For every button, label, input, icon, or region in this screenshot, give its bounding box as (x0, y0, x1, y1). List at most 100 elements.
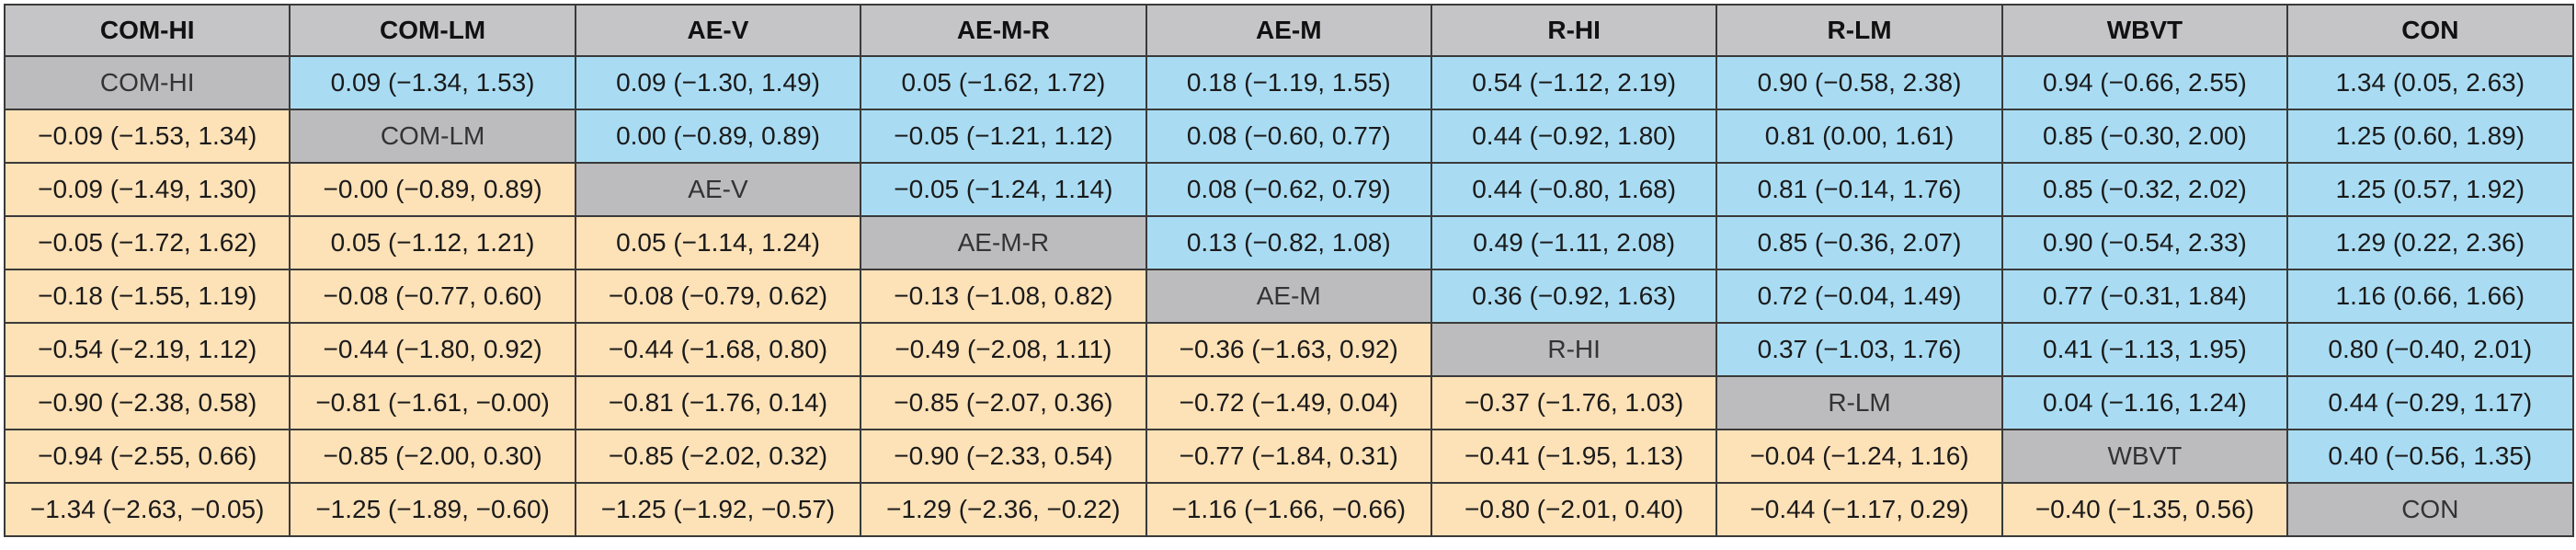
comparison-cell-upper: 0.77 (−0.31, 1.84) (2000, 269, 2289, 324)
column-header: R-HI (1430, 4, 1718, 57)
comparison-cell-lower: −0.41 (−1.95, 1.13) (1430, 429, 1718, 484)
header-row: COM-HI COM-LM AE-V AE-M-R AE-M R-HI R-LM WBVT CO… (3, 4, 2574, 57)
comparison-cell-lower: −0.09 (−1.53, 1.34) (3, 109, 291, 164)
column-header: AE-M-R (860, 4, 1147, 57)
diagonal-label-cell: AE-V (574, 162, 862, 217)
comparison-cell-lower: −0.40 (−1.35, 0.56) (2000, 482, 2289, 537)
comparison-cell-upper: 0.81 (−0.14, 1.76) (1715, 162, 2003, 217)
comparison-cell-upper: 0.85 (−0.36, 2.07) (1715, 215, 2003, 270)
comparison-cell-upper: 0.90 (−0.54, 2.33) (2000, 215, 2289, 270)
table-row: −0.18 (−1.55, 1.19) −0.08 (−0.77, 0.60) −0… (3, 269, 2574, 324)
comparison-cell-upper: 0.08 (−0.62, 0.79) (1145, 162, 1432, 217)
comparison-cell-upper: 1.34 (0.05, 2.63) (2286, 55, 2574, 110)
table-row: −0.05 (−1.72, 1.62) 0.05 (−1.12, 1.21) 0.0… (3, 215, 2574, 270)
league-table: COM-HI COM-LM AE-V AE-M-R AE-M R-HI R-LM WBVT CO… (3, 4, 2574, 537)
comparison-cell-lower: −1.34 (−2.63, −0.05) (3, 482, 291, 537)
comparison-cell-lower: −0.05 (−1.72, 1.62) (3, 215, 291, 270)
comparison-cell-lower: −0.81 (−1.61, −0.00) (289, 375, 576, 430)
comparison-cell-lower: −0.44 (−1.17, 0.29) (1715, 482, 2003, 537)
comparison-cell-lower: −0.44 (−1.80, 0.92) (289, 322, 576, 377)
comparison-cell-lower: −0.77 (−1.84, 0.31) (1145, 429, 1432, 484)
diagonal-label-cell: R-LM (1715, 375, 2003, 430)
comparison-cell-lower: −0.09 (−1.49, 1.30) (3, 162, 291, 217)
comparison-cell-upper: 1.16 (0.66, 1.66) (2286, 269, 2574, 324)
comparison-cell-upper: 0.44 (−0.80, 1.68) (1430, 162, 1718, 217)
comparison-cell-upper: −0.05 (−1.24, 1.14) (860, 162, 1147, 217)
comparison-cell-upper: 0.37 (−1.03, 1.76) (1715, 322, 2003, 377)
comparison-cell-upper: 0.81 (0.00, 1.61) (1715, 109, 2003, 164)
comparison-cell-lower: −0.54 (−2.19, 1.12) (3, 322, 291, 377)
comparison-cell-upper: 0.80 (−0.40, 2.01) (2286, 322, 2574, 377)
comparison-cell-lower: −0.90 (−2.33, 0.54) (860, 429, 1147, 484)
comparison-cell-lower: −0.13 (−1.08, 0.82) (860, 269, 1147, 324)
column-header: COM-HI (3, 4, 291, 57)
comparison-cell-upper: 0.13 (−0.82, 1.08) (1145, 215, 1432, 270)
comparison-cell-upper: 0.09 (−1.34, 1.53) (289, 55, 576, 110)
comparison-cell-lower: −0.49 (−2.08, 1.11) (860, 322, 1147, 377)
comparison-cell-upper: 0.85 (−0.32, 2.02) (2000, 162, 2289, 217)
comparison-cell-lower: 0.05 (−1.14, 1.24) (574, 215, 862, 270)
column-header: AE-M (1145, 4, 1432, 57)
diagonal-label-cell: CON (2286, 482, 2574, 537)
column-header: WBVT (2000, 4, 2289, 57)
comparison-cell-lower: −0.18 (−1.55, 1.19) (3, 269, 291, 324)
comparison-cell-upper: 1.29 (0.22, 2.36) (2286, 215, 2574, 270)
comparison-cell-lower: 0.05 (−1.12, 1.21) (289, 215, 576, 270)
comparison-cell-upper: 0.49 (−1.11, 2.08) (1430, 215, 1718, 270)
comparison-cell-upper: 0.54 (−1.12, 2.19) (1430, 55, 1718, 110)
comparison-cell-lower: −0.85 (−2.07, 0.36) (860, 375, 1147, 430)
comparison-cell-upper: 1.25 (0.57, 1.92) (2286, 162, 2574, 217)
comparison-cell-upper: 0.90 (−0.58, 2.38) (1715, 55, 2003, 110)
comparison-cell-upper: 0.44 (−0.29, 1.17) (2286, 375, 2574, 430)
comparison-cell-upper: 0.05 (−1.62, 1.72) (860, 55, 1147, 110)
comparison-cell-lower: −0.08 (−0.79, 0.62) (574, 269, 862, 324)
table-header: COM-HI COM-LM AE-V AE-M-R AE-M R-HI R-LM WBVT CO… (3, 4, 2574, 57)
comparison-cell-lower: −1.25 (−1.89, −0.60) (289, 482, 576, 537)
comparison-cell-lower: −0.85 (−2.02, 0.32) (574, 429, 862, 484)
diagonal-label-cell: R-HI (1430, 322, 1718, 377)
table-body: COM-HI 0.09 (−1.34, 1.53) 0.09 (−1.30, 1.4… (3, 55, 2574, 537)
comparison-cell-lower: −0.44 (−1.68, 0.80) (574, 322, 862, 377)
diagonal-label-cell: WBVT (2000, 429, 2289, 484)
table-row: −0.09 (−1.53, 1.34) COM-LM 0.00 (−0.89, 0.… (3, 109, 2574, 164)
diagonal-label-cell: COM-HI (3, 55, 291, 110)
table-row: −0.94 (−2.55, 0.66) −0.85 (−2.00, 0.30) −0… (3, 429, 2574, 484)
table-row: −0.90 (−2.38, 0.58) −0.81 (−1.61, −0.00) −… (3, 375, 2574, 430)
comparison-cell-lower: −0.08 (−0.77, 0.60) (289, 269, 576, 324)
comparison-cell-upper: 0.18 (−1.19, 1.55) (1145, 55, 1432, 110)
comparison-cell-lower: −1.29 (−2.36, −0.22) (860, 482, 1147, 537)
comparison-cell-upper: 1.25 (0.60, 1.89) (2286, 109, 2574, 164)
comparison-cell-lower: −0.80 (−2.01, 0.40) (1430, 482, 1718, 537)
comparison-cell-upper: 0.94 (−0.66, 2.55) (2000, 55, 2289, 110)
table-row: −1.34 (−2.63, −0.05) −1.25 (−1.89, −0.60)… (3, 482, 2574, 537)
column-header: CON (2286, 4, 2574, 57)
comparison-cell-lower: −1.25 (−1.92, −0.57) (574, 482, 862, 537)
comparison-cell-upper: 0.00 (−0.89, 0.89) (574, 109, 862, 164)
comparison-cell-lower: −0.72 (−1.49, 0.04) (1145, 375, 1432, 430)
comparison-cell-lower: −0.90 (−2.38, 0.58) (3, 375, 291, 430)
column-header: R-LM (1715, 4, 2003, 57)
comparison-cell-lower: −0.81 (−1.76, 0.14) (574, 375, 862, 430)
comparison-cell-lower: −0.00 (−0.89, 0.89) (289, 162, 576, 217)
comparison-cell-upper: 0.41 (−1.13, 1.95) (2000, 322, 2289, 377)
comparison-cell-lower: −0.94 (−2.55, 0.66) (3, 429, 291, 484)
diagonal-label-cell: COM-LM (289, 109, 576, 164)
diagonal-label-cell: AE-M (1145, 269, 1432, 324)
diagonal-label-cell: AE-M-R (860, 215, 1147, 270)
comparison-cell-upper: 0.72 (−0.04, 1.49) (1715, 269, 2003, 324)
comparison-cell-lower: −0.85 (−2.00, 0.30) (289, 429, 576, 484)
comparison-cell-upper: 0.09 (−1.30, 1.49) (574, 55, 862, 110)
comparison-cell-upper: 0.44 (−0.92, 1.80) (1430, 109, 1718, 164)
comparison-cell-upper: 0.85 (−0.30, 2.00) (2000, 109, 2289, 164)
comparison-cell-lower: −1.16 (−1.66, −0.66) (1145, 482, 1432, 537)
comparison-cell-upper: 0.36 (−0.92, 1.63) (1430, 269, 1718, 324)
column-header: AE-V (574, 4, 862, 57)
comparison-cell-upper: 0.40 (−0.56, 1.35) (2286, 429, 2574, 484)
comparison-cell-lower: −0.37 (−1.76, 1.03) (1430, 375, 1718, 430)
table-row: −0.54 (−2.19, 1.12) −0.44 (−1.80, 0.92) −0… (3, 322, 2574, 377)
table-row: COM-HI 0.09 (−1.34, 1.53) 0.09 (−1.30, 1.4… (3, 55, 2574, 110)
comparison-cell-upper: 0.04 (−1.16, 1.24) (2000, 375, 2289, 430)
comparison-cell-lower: −0.36 (−1.63, 0.92) (1145, 322, 1432, 377)
comparison-cell-upper: −0.05 (−1.21, 1.12) (860, 109, 1147, 164)
column-header: COM-LM (289, 4, 576, 57)
